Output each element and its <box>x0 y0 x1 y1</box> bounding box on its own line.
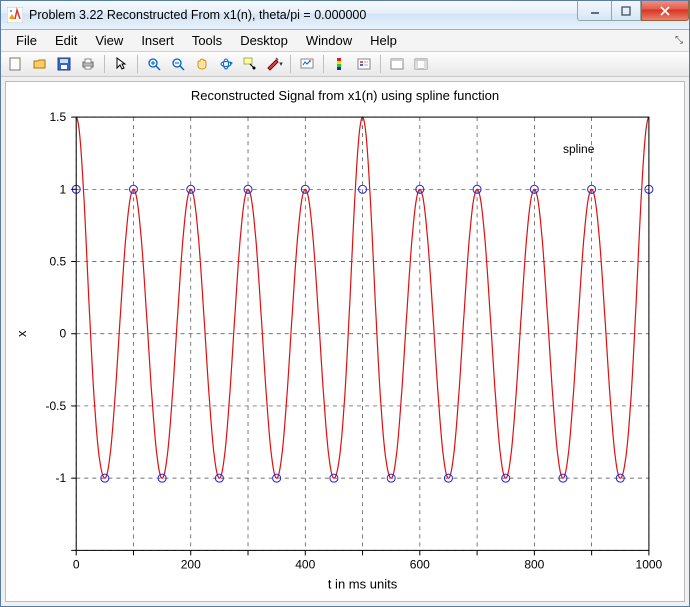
toolbar: ▾ <box>1 52 689 78</box>
toolbar-separator <box>380 55 381 73</box>
menu-file[interactable]: File <box>7 31 46 50</box>
maximize-icon <box>621 6 631 16</box>
minimize-icon <box>590 6 600 16</box>
window-title: Problem 3.22 Reconstructed From x1(n), t… <box>29 8 577 22</box>
zoom-in-button[interactable] <box>143 53 165 75</box>
menubar: File Edit View Insert Tools Desktop Wind… <box>1 30 689 52</box>
xlabel: t in ms units <box>328 577 398 592</box>
legend-button[interactable] <box>353 53 375 75</box>
legend-label: spline <box>563 143 595 157</box>
chart-title: Reconstructed Signal from x1(n) using sp… <box>191 89 499 104</box>
print-button[interactable] <box>77 53 99 75</box>
window-buttons <box>577 1 689 29</box>
xtick-label: 0 <box>73 558 80 572</box>
menu-window[interactable]: Window <box>297 31 361 50</box>
colorbar-icon <box>332 56 348 72</box>
zoom-out-icon <box>170 56 186 72</box>
zoom-in-icon <box>146 56 162 72</box>
save-icon <box>56 56 72 72</box>
xtick-label: 1000 <box>636 558 663 572</box>
ytick-label: -0.5 <box>45 399 66 413</box>
figure-window: Problem 3.22 Reconstructed From x1(n), t… <box>0 0 690 607</box>
toolbar-separator <box>323 55 324 73</box>
brush-button[interactable]: ▾ <box>263 53 285 75</box>
ytick-label: 0.5 <box>49 255 66 269</box>
link-button[interactable] <box>296 53 318 75</box>
pointer-icon <box>113 56 129 72</box>
maximize-button[interactable] <box>611 1 641 21</box>
show-plot-tools-button[interactable] <box>410 53 432 75</box>
hide-plot-tools-button[interactable] <box>386 53 408 75</box>
minimize-button[interactable] <box>577 1 611 21</box>
axes: Reconstructed Signal from x1(n) using sp… <box>6 82 684 601</box>
colorbar-button[interactable] <box>329 53 351 75</box>
new-figure-button[interactable] <box>5 53 27 75</box>
ylabel: x <box>14 330 29 337</box>
save-button[interactable] <box>53 53 75 75</box>
titlebar[interactable]: Problem 3.22 Reconstructed From x1(n), t… <box>1 1 689 30</box>
xtick-label: 200 <box>181 558 201 572</box>
link-icon <box>299 56 315 72</box>
xtick-label: 400 <box>295 558 315 572</box>
pan-icon <box>194 56 210 72</box>
hide-tools-icon <box>389 56 405 72</box>
legend-icon <box>356 56 372 72</box>
toolbar-separator <box>290 55 291 73</box>
zoom-out-button[interactable] <box>167 53 189 75</box>
menu-edit[interactable]: Edit <box>46 31 86 50</box>
open-button[interactable] <box>29 53 51 75</box>
rotate3d-button[interactable] <box>215 53 237 75</box>
menu-help[interactable]: Help <box>361 31 406 50</box>
ytick-label: 1 <box>59 183 66 197</box>
dock-icon[interactable]: ⤡ <box>675 35 683 46</box>
close-button[interactable] <box>641 1 689 21</box>
ytick-label: 1.5 <box>49 111 66 125</box>
figure-canvas[interactable]: Reconstructed Signal from x1(n) using sp… <box>5 81 685 602</box>
matlab-icon <box>7 7 23 23</box>
menu-view[interactable]: View <box>86 31 132 50</box>
open-icon <box>32 56 48 72</box>
menu-tools[interactable]: Tools <box>183 31 231 50</box>
data-cursor-button[interactable] <box>239 53 261 75</box>
pointer-button[interactable] <box>110 53 132 75</box>
xtick-label: 800 <box>524 558 544 572</box>
data-cursor-icon <box>242 56 258 72</box>
new-figure-icon <box>8 56 24 72</box>
toolbar-separator <box>137 55 138 73</box>
ytick-label: -1 <box>55 472 66 486</box>
xtick-label: 600 <box>410 558 430 572</box>
toolbar-separator <box>104 55 105 73</box>
menu-insert[interactable]: Insert <box>132 31 183 50</box>
figure-area: Reconstructed Signal from x1(n) using sp… <box>1 77 689 606</box>
menu-desktop[interactable]: Desktop <box>231 31 297 50</box>
show-tools-icon <box>413 56 429 72</box>
rotate3d-icon <box>218 56 234 72</box>
ytick-label: 0 <box>59 327 66 341</box>
pan-button[interactable] <box>191 53 213 75</box>
print-icon <box>80 56 96 72</box>
close-icon <box>659 5 671 17</box>
